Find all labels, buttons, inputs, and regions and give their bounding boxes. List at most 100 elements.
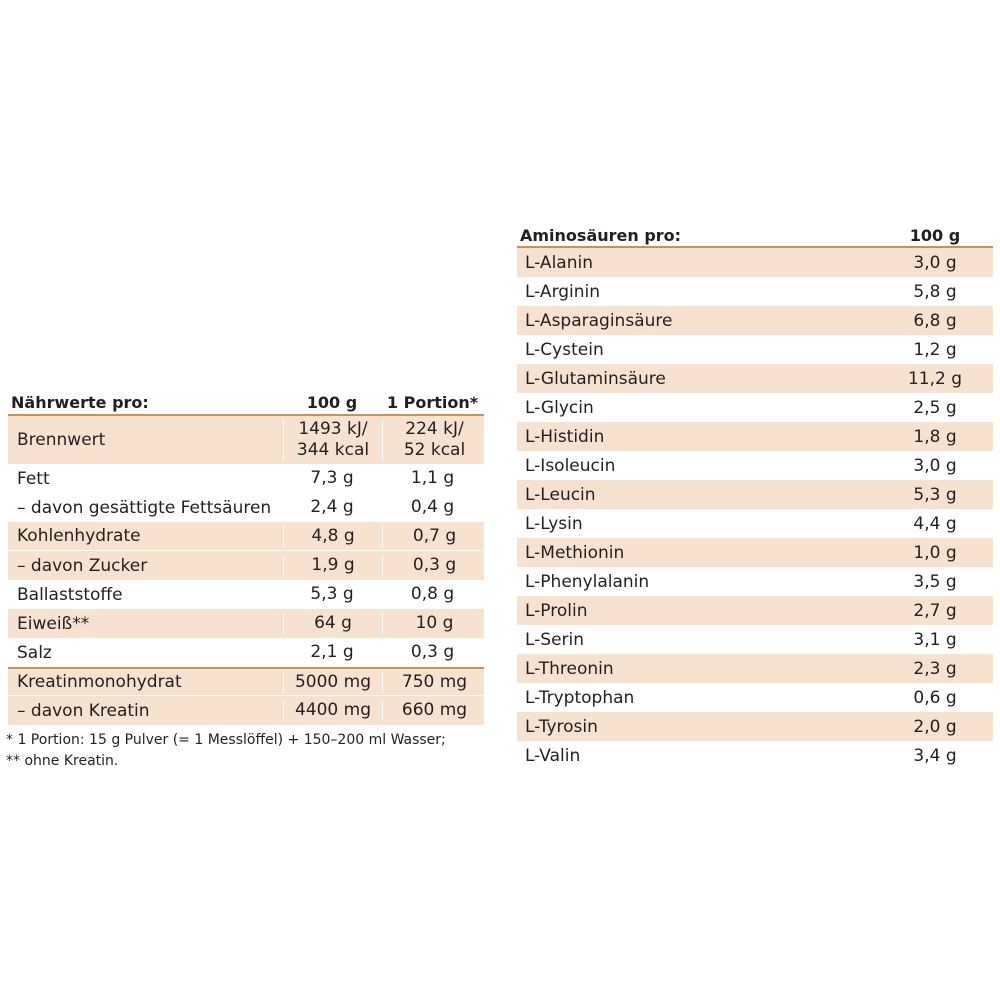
nutrition-row-100g: 1493 kJ/ 344 kcal <box>283 419 383 461</box>
nutrition-row-100g: 64 g <box>283 613 383 634</box>
amino-row: L-Lysin 4,4 g <box>517 509 993 538</box>
amino-rows: L-Alanin 3,0 g L-Arginin 5,8 g L-Asparaginsä… <box>517 248 993 770</box>
amino-row: L-Isoleucin 3,0 g <box>517 451 993 480</box>
nutrition-header-label: Nährwerte pro: <box>11 393 149 412</box>
nutrition-header-100g: 100 g <box>306 393 358 412</box>
amino-row-value: 1,8 g <box>913 426 957 447</box>
nutrition-row-portion: 224 kJ/ 52 kcal <box>383 419 486 461</box>
amino-row-label: L-Asparaginsäure <box>525 310 673 331</box>
nutrition-row-brennwert: Brennwert 1493 kJ/ 344 kcal 224 kJ/ 52 k… <box>8 416 484 464</box>
amino-row-value: 3,1 g <box>913 629 957 650</box>
nutrition-row-100g: 2,1 g <box>310 642 354 662</box>
nutrition-footnote: * 1 Portion: 15 g Pulver (= 1 Messlöffel… <box>6 730 486 772</box>
amino-row-value: 3,0 g <box>913 455 957 476</box>
amino-row: L-Glycin 2,5 g <box>517 393 993 422</box>
nutrition-row-label: – davon Kreatin <box>17 700 150 721</box>
amino-row-value: 0,6 g <box>913 687 957 708</box>
amino-row-value: 2,5 g <box>913 397 957 418</box>
amino-row-label: L-Tyrosin <box>525 716 598 737</box>
nutrition-row-salz: Salz 2,1 g 0,3 g <box>8 638 484 667</box>
nutrition-row-portion: 0,4 g <box>410 497 455 517</box>
brennwert-portion-kj: 224 kJ/ <box>405 419 464 439</box>
nutrition-row-100g: 1,9 g <box>283 555 383 576</box>
amino-row: L-Histidin 1,8 g <box>517 422 993 451</box>
nutrition-table: Nährwerte pro: 100 g 1 Portion* Brennwer… <box>8 391 484 725</box>
amino-row-value: 2,0 g <box>913 716 957 737</box>
amino-row-label: L-Glycin <box>525 397 594 418</box>
amino-row: L-Arginin 5,8 g <box>517 277 993 306</box>
amino-row: L-Valin 3,4 g <box>517 741 993 770</box>
amino-row-label: L-Prolin <box>525 600 588 621</box>
nutrition-row-portion: 1,1 g <box>410 468 455 488</box>
amino-row-label: L-Threonin <box>525 658 614 679</box>
nutrition-row-label: Eiweiß** <box>17 613 90 634</box>
amino-row-label: L-Lysin <box>525 513 583 534</box>
amino-row: L-Asparaginsäure 6,8 g <box>517 306 993 335</box>
nutrition-row-100g: 7,3 g <box>310 468 354 488</box>
amino-row-label: L-Arginin <box>525 281 601 302</box>
nutrition-row-label: Kreatinmonohydrat <box>17 672 182 692</box>
nutrition-row-portion: 0,3 g <box>412 555 457 575</box>
amino-row-label: L-Tryptophan <box>525 687 635 708</box>
nutrition-row-portion: 0,7 g <box>412 525 457 546</box>
amino-header: Aminosäuren pro: 100 g <box>517 225 993 248</box>
amino-row-value: 4,4 g <box>913 513 957 534</box>
footnote-portion: * 1 Portion: 15 g Pulver (= 1 Messlöffel… <box>6 732 446 748</box>
nutrition-header: Nährwerte pro: 100 g 1 Portion* <box>8 391 484 416</box>
nutrition-row-100g: 4,8 g <box>283 525 383 547</box>
amino-row-value: 5,3 g <box>913 484 957 505</box>
nutrition-header-portion: 1 Portion* <box>386 393 479 412</box>
nutrition-row-fett: Fett 7,3 g 1,1 g <box>8 464 484 493</box>
nutrition-row-label: Salz <box>17 642 52 663</box>
nutrition-row-label: – davon Zucker <box>17 555 148 576</box>
amino-row-label: L-Valin <box>525 745 581 766</box>
nutrition-row-eiweiss: Eiweiß** 64 g 10 g <box>8 609 484 638</box>
nutrition-row-portion: 660 mg <box>401 700 468 720</box>
amino-acid-table: Aminosäuren pro: 100 g L-Alanin 3,0 g L-Ar… <box>517 225 993 770</box>
nutrition-row-label: Brennwert <box>17 430 106 450</box>
amino-row: L-Alanin 3,0 g <box>517 248 993 277</box>
nutrition-row-kohlenhydrate: Kohlenhydrate 4,8 g 0,7 g <box>8 522 484 551</box>
amino-row-label: L-Serin <box>525 629 585 650</box>
footnote-kreatin: ** ohne Kreatin. <box>6 753 119 769</box>
amino-row-value: 3,4 g <box>913 745 957 766</box>
amino-row: L-Methionin 1,0 g <box>517 538 993 567</box>
amino-row-value: 5,8 g <box>913 281 957 302</box>
amino-row-label: L-Cystein <box>525 339 604 360</box>
amino-row-value: 1,2 g <box>913 339 957 360</box>
amino-row-label: L-Phenylalanin <box>525 571 650 592</box>
nutrition-row-label: – davon gesättigte Fettsäuren <box>17 497 272 518</box>
amino-row-value: 6,8 g <box>913 310 957 331</box>
amino-row: L-Tyrosin 2,0 g <box>517 712 993 741</box>
nutrition-row-kreatin: – davon Kreatin 4400 mg 660 mg <box>8 696 484 725</box>
amino-row-value: 2,7 g <box>913 600 957 621</box>
nutrition-row-label: Kohlenhydrate <box>17 526 141 546</box>
amino-row-label: L-Isoleucin <box>525 455 616 476</box>
amino-row-value: 3,5 g <box>913 571 957 592</box>
nutrition-row-100g: 4400 mg <box>283 700 383 721</box>
nutrition-row-portion: 10 g <box>415 613 454 633</box>
amino-row-label: L-Histidin <box>525 426 605 447</box>
nutrition-row-label: Ballaststoffe <box>17 584 123 605</box>
amino-row: L-Threonin 2,3 g <box>517 654 993 683</box>
amino-row: L-Glutaminsäure 11,2 g <box>517 364 993 393</box>
brennwert-100g-kj: 1493 kJ/ <box>298 419 368 439</box>
amino-header-label: Aminosäuren pro: <box>520 226 682 245</box>
nutrition-row-kreatinmonohydrat: Kreatinmonohydrat 5000 mg 750 mg <box>8 667 484 696</box>
brennwert-100g-kcal: 344 kcal <box>296 440 370 460</box>
nutrition-row-100g: 5000 mg <box>283 671 383 693</box>
amino-row: L-Tryptophan 0,6 g <box>517 683 993 712</box>
amino-row: L-Phenylalanin 3,5 g <box>517 567 993 596</box>
nutrition-row-portion: 750 mg <box>401 671 468 692</box>
amino-row-value: 3,0 g <box>913 252 957 273</box>
amino-row-label: L-Alanin <box>525 252 593 273</box>
nutrition-row-zucker: – davon Zucker 1,9 g 0,3 g <box>8 551 484 580</box>
brennwert-portion-kcal: 52 kcal <box>403 440 466 460</box>
nutrition-row-label: Fett <box>17 468 50 489</box>
nutrition-row-100g: 2,4 g <box>310 497 354 517</box>
amino-row-label: L-Glutaminsäure <box>525 368 666 389</box>
amino-row-value: 11,2 g <box>907 368 963 389</box>
nutrition-row-portion: 0,8 g <box>410 584 455 604</box>
amino-row: L-Prolin 2,7 g <box>517 596 993 625</box>
amino-row-value: 2,3 g <box>913 658 957 679</box>
